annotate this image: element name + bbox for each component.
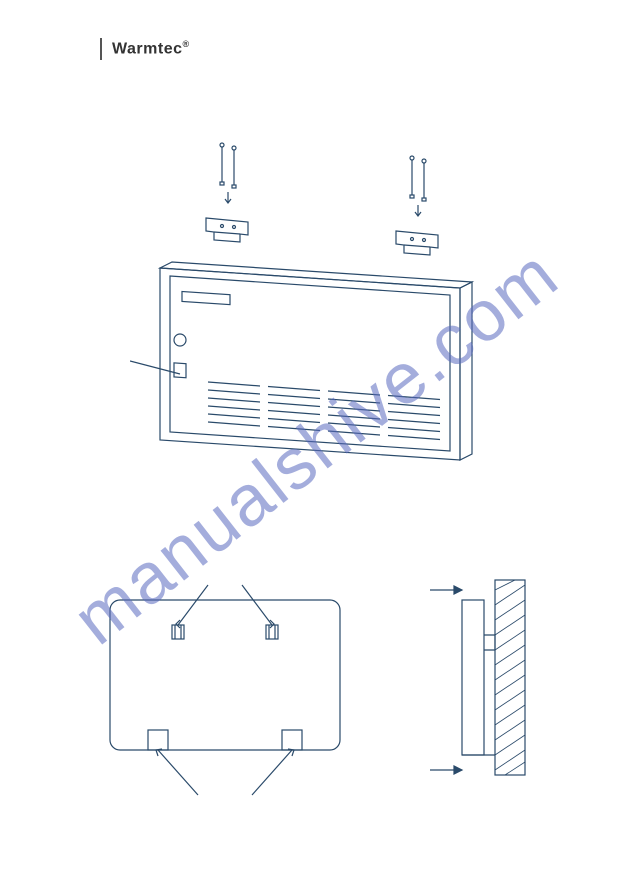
side-view-diagram (430, 580, 525, 775)
vent-grille (208, 382, 440, 440)
screw-pair-right (410, 156, 426, 216)
heater-body (130, 262, 472, 460)
heater-exploded-svg (130, 140, 510, 470)
trademark-symbol: ® (182, 39, 189, 49)
main-exploded-diagram (130, 140, 510, 470)
lower-diagrams-svg (100, 570, 540, 800)
lower-diagrams-row (100, 570, 540, 800)
front-view-diagram (110, 585, 340, 795)
header-divider-bar (100, 38, 102, 60)
bracket-right (396, 231, 438, 255)
brand-logo-text: Warmtec® (112, 39, 190, 58)
screw-pair-left (220, 143, 236, 203)
brand-name: Warmtec (112, 41, 182, 58)
page-header: Warmtec® (100, 38, 190, 60)
bracket-left (206, 218, 248, 242)
